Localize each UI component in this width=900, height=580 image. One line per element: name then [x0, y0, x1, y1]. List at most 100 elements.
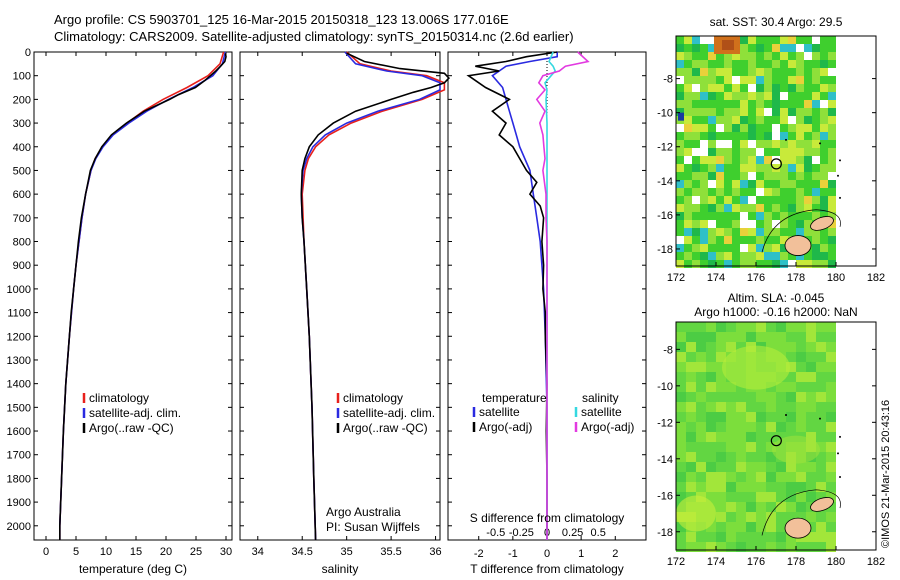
sst-cell [684, 156, 692, 164]
temperature-legend-item: climatology [89, 391, 149, 405]
sla-cell [726, 342, 736, 352]
sst-cell [772, 68, 780, 76]
sla-cell [736, 402, 746, 412]
sst-cell [812, 76, 820, 84]
sst-cell [708, 172, 716, 180]
sla-cell [696, 472, 706, 482]
sst-cell [804, 100, 812, 108]
sst-cell [828, 244, 836, 252]
sst-cell [764, 156, 772, 164]
sst-cell [748, 132, 756, 140]
sst-cell [748, 244, 756, 252]
sst-cell [764, 196, 772, 204]
sla-cell [806, 432, 816, 442]
sst-cell [716, 148, 724, 156]
sla-cell [826, 372, 836, 382]
sst-cell [820, 124, 828, 132]
sst-cell [796, 260, 804, 268]
sst-cell [740, 196, 748, 204]
sst-cell [804, 44, 812, 52]
sst-cell [708, 108, 716, 116]
sst-cell [748, 228, 756, 236]
sst-cell [700, 124, 708, 132]
sst-cell [812, 156, 820, 164]
diff-legend-t-argo: Argo(-adj) [479, 420, 532, 434]
sst-cell [788, 60, 796, 68]
x-tick-label: 2 [612, 548, 618, 560]
map-x-tick-label: 174 [707, 272, 725, 284]
sst-cell [708, 188, 716, 196]
sst-map-title: sat. SST: 30.4 Argo: 29.5 [710, 15, 843, 29]
sst-cell [780, 124, 788, 132]
sst-cell [676, 124, 684, 132]
map-y-tick-label: -8 [663, 344, 673, 356]
sst-cell [804, 132, 812, 140]
sst-cell [676, 180, 684, 188]
x-tick-label: 35 [341, 546, 353, 558]
sst-cell [804, 156, 812, 164]
sst-cell [716, 52, 724, 60]
sla-cell [816, 472, 826, 482]
sla-cell [696, 322, 706, 332]
sla-cell [706, 452, 716, 462]
sst-cell [676, 156, 684, 164]
sst-cell [708, 76, 716, 84]
sst-cell [692, 204, 700, 212]
sst-cell [820, 172, 828, 180]
sla-cell [826, 442, 836, 452]
sla-cell [696, 362, 706, 372]
sst-cell [772, 60, 780, 68]
sla-cell [706, 472, 716, 482]
sst-cell [748, 172, 756, 180]
sla-cell [706, 402, 716, 412]
sst-cell [772, 124, 780, 132]
sla-cell [736, 472, 746, 482]
sst-cell [764, 252, 772, 260]
sst-cell [692, 44, 700, 52]
sst-cell [828, 236, 836, 244]
sst-cell [724, 76, 732, 84]
sla-cell [776, 512, 786, 522]
sst-cell [684, 140, 692, 148]
sst-cell [700, 92, 708, 100]
temperature-legend-item: satellite-adj. clim. [89, 406, 181, 420]
sla-cell [706, 522, 716, 532]
sla-cell [766, 472, 776, 482]
sst-cell [748, 196, 756, 204]
sst-cell [756, 252, 764, 260]
sla-cell [756, 522, 766, 532]
x-tick-label: 10 [100, 546, 112, 558]
sla-cell [796, 472, 806, 482]
sla-cell [716, 442, 726, 452]
temperature-plot-frame [33, 51, 233, 541]
sla-cell [806, 482, 816, 492]
sst-cell [804, 196, 812, 204]
sst-cell [788, 132, 796, 140]
sst-cell [740, 100, 748, 108]
sla-cell [776, 542, 786, 552]
sst-cell [692, 164, 700, 172]
sst-cell [748, 52, 756, 60]
sst-cell [828, 180, 836, 188]
sst-cell [820, 100, 828, 108]
sla-cell [686, 432, 696, 442]
sst-cell [740, 68, 748, 76]
sst-cell [772, 108, 780, 116]
sst-cell [812, 68, 820, 76]
depth-tick-label: 600 [13, 189, 31, 201]
sla-cell [746, 392, 756, 402]
s-difference-label: S difference from climatology [470, 511, 625, 525]
temperature-legend-item: Argo(..raw -QC) [89, 421, 174, 435]
sst-cell [676, 244, 684, 252]
sst-cell [700, 68, 708, 76]
sla-cell [726, 532, 736, 542]
sla-cell [676, 332, 686, 342]
sst-cell [700, 108, 708, 116]
depth-tick-label: 100 [13, 71, 31, 83]
sla-cell [696, 332, 706, 342]
map-y-tick-label: -8 [663, 74, 673, 86]
sst-cell [700, 172, 708, 180]
sst-cell [796, 84, 804, 92]
sst-cell [764, 212, 772, 220]
sst-cell [708, 68, 716, 76]
